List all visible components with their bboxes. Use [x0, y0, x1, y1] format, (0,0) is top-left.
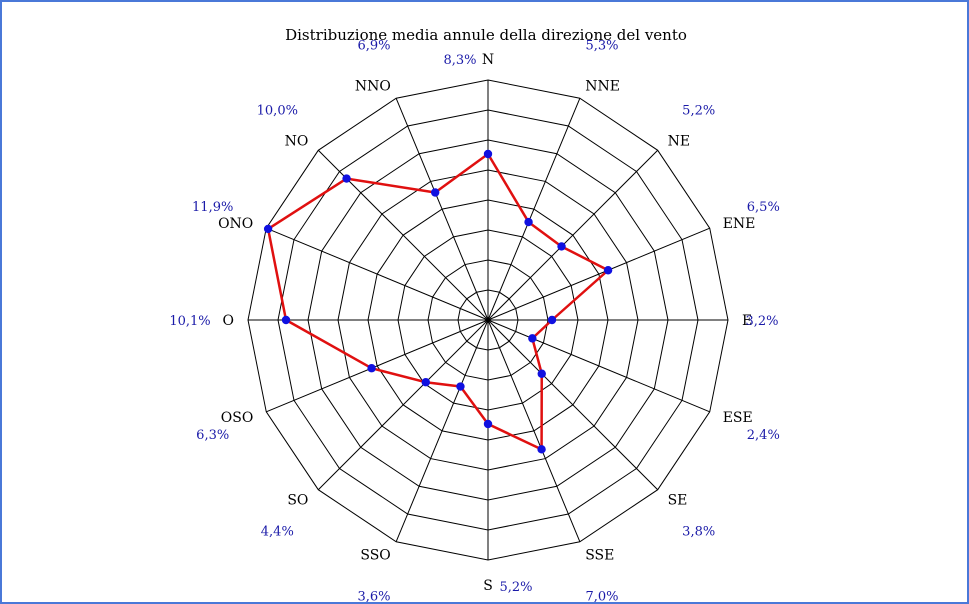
data-point-e: [547, 315, 557, 325]
direction-label-nno: NNO: [355, 78, 391, 94]
chart-title: Distribuzione media annule della direzio…: [285, 26, 687, 44]
direction-label-n: N: [482, 52, 494, 68]
spoke-ese: [487, 319, 710, 413]
direction-label-ono: ONO: [218, 216, 253, 232]
direction-label-sse: SSE: [585, 548, 614, 564]
value-label-sso: 3,6%: [357, 589, 390, 602]
direction-label-sso: SSO: [360, 548, 390, 564]
direction-label-ese: ESE: [723, 410, 753, 426]
data-point-no: [342, 174, 351, 183]
data-point-sso: [456, 382, 465, 391]
value-label-so: 4,4%: [261, 525, 294, 540]
value-label-no: 10,0%: [257, 103, 298, 118]
spoke-sso: [395, 319, 489, 542]
data-point-ono: [263, 224, 273, 234]
spoke-ene: [487, 227, 710, 321]
value-label-ono: 11,9%: [192, 200, 233, 215]
data-point-nne: [524, 217, 533, 227]
spoke-ne: [487, 149, 659, 321]
value-label-s: 5,2%: [499, 580, 532, 595]
data-point-s: [483, 419, 493, 429]
data-point-nno: [430, 188, 440, 197]
direction-label-ene: ENE: [723, 216, 756, 232]
value-label-nno: 6,9%: [357, 39, 390, 54]
radar-series: [263, 149, 613, 454]
spoke-ono: [266, 227, 489, 321]
data-point-so: [421, 378, 430, 387]
value-label-n: 8,3%: [443, 53, 476, 68]
direction-label-oso: OSO: [221, 410, 254, 426]
direction-label-nne: NNE: [585, 78, 620, 94]
direction-label-ne: NE: [668, 133, 690, 149]
value-label-ese: 2,4%: [747, 428, 780, 443]
data-point-o: [281, 315, 291, 325]
direction-label-s: S: [483, 578, 493, 594]
spoke-oso: [266, 319, 489, 413]
value-label-e: 3,2%: [745, 314, 778, 329]
data-point-oso: [367, 364, 376, 373]
spoke-nne: [487, 98, 581, 321]
direction-label-e: E: [742, 313, 752, 329]
value-label-ne: 5,2%: [682, 103, 715, 118]
value-label-o: 10,1%: [169, 314, 210, 329]
direction-label-so: SO: [287, 493, 308, 509]
value-label-se: 3,8%: [682, 525, 715, 540]
data-point-ese: [528, 334, 537, 343]
direction-label-no: NO: [285, 133, 309, 149]
direction-label-se: SE: [668, 493, 688, 509]
value-label-oso: 6,3%: [196, 428, 229, 443]
value-label-ene: 6,5%: [747, 200, 780, 215]
data-point-sse: [537, 445, 546, 454]
value-label-nne: 5,3%: [585, 39, 618, 54]
data-point-se: [537, 369, 546, 378]
direction-label-o: O: [223, 313, 234, 329]
spoke-so: [317, 319, 489, 491]
spoke-sse: [487, 319, 581, 542]
data-point-ene: [603, 266, 613, 275]
data-point-ne: [557, 242, 566, 251]
spoke-se: [487, 319, 659, 491]
data-point-n: [483, 149, 493, 159]
spoke-nno: [395, 98, 489, 321]
value-label-sse: 7,0%: [585, 589, 618, 602]
